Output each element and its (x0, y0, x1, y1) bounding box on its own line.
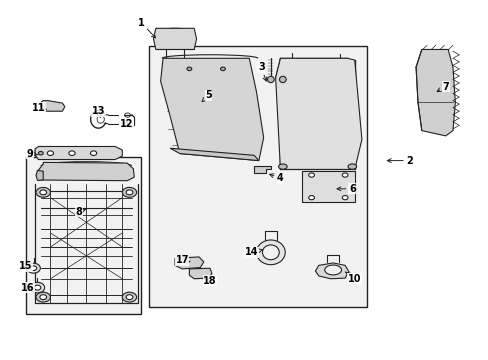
Text: 14: 14 (244, 247, 262, 257)
Ellipse shape (278, 164, 286, 169)
Ellipse shape (30, 266, 37, 270)
Text: 1: 1 (138, 18, 155, 38)
Polygon shape (175, 257, 203, 269)
Ellipse shape (47, 151, 53, 156)
Text: 6: 6 (336, 184, 355, 194)
Polygon shape (35, 147, 122, 159)
Ellipse shape (186, 67, 191, 71)
Ellipse shape (262, 245, 279, 260)
Polygon shape (415, 49, 454, 136)
Ellipse shape (308, 195, 314, 200)
Text: 7: 7 (436, 81, 448, 91)
Text: 5: 5 (202, 90, 211, 102)
Ellipse shape (27, 263, 41, 273)
Text: 10: 10 (345, 272, 361, 284)
Polygon shape (315, 263, 348, 279)
Text: 9: 9 (27, 149, 37, 158)
Bar (148, 46, 366, 307)
Ellipse shape (36, 292, 50, 302)
Ellipse shape (256, 240, 285, 265)
Text: 2: 2 (386, 156, 412, 166)
Ellipse shape (126, 294, 133, 300)
Ellipse shape (324, 265, 341, 275)
Ellipse shape (342, 173, 347, 177)
Text: 4: 4 (269, 173, 283, 183)
Polygon shape (254, 166, 270, 173)
Text: 3: 3 (257, 62, 266, 81)
Ellipse shape (34, 285, 41, 290)
Ellipse shape (40, 294, 46, 300)
Ellipse shape (126, 190, 133, 195)
Ellipse shape (220, 67, 225, 71)
Polygon shape (170, 148, 258, 161)
Text: 17: 17 (175, 256, 189, 265)
Ellipse shape (308, 173, 314, 177)
Ellipse shape (122, 188, 137, 197)
Ellipse shape (36, 188, 50, 197)
Bar (302, 171, 354, 202)
Text: 15: 15 (19, 261, 32, 271)
Text: 11: 11 (32, 103, 46, 113)
Ellipse shape (122, 292, 137, 302)
Text: 13: 13 (91, 106, 105, 117)
Text: 16: 16 (21, 283, 35, 293)
Text: 8: 8 (76, 207, 85, 217)
Text: 18: 18 (203, 275, 216, 285)
Polygon shape (275, 58, 361, 170)
Ellipse shape (342, 195, 347, 200)
Ellipse shape (40, 190, 46, 195)
Polygon shape (189, 268, 211, 279)
Text: 12: 12 (120, 118, 134, 129)
Ellipse shape (39, 152, 43, 155)
Ellipse shape (69, 151, 75, 156)
Ellipse shape (90, 151, 97, 156)
Bar (26, 157, 141, 314)
Polygon shape (36, 171, 43, 180)
Ellipse shape (279, 76, 285, 83)
Polygon shape (153, 28, 196, 49)
Polygon shape (41, 100, 64, 111)
Ellipse shape (267, 76, 274, 83)
Ellipse shape (347, 164, 356, 169)
Ellipse shape (30, 282, 44, 293)
Polygon shape (38, 162, 134, 181)
Polygon shape (160, 58, 263, 161)
